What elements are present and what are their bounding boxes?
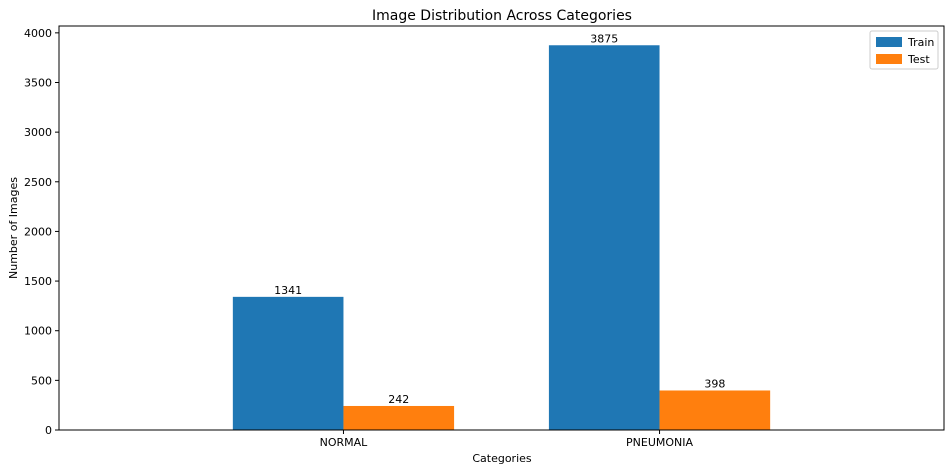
bar-train-normal	[232, 296, 344, 430]
bar-test-pneumonia	[659, 390, 771, 430]
y-tick-label: 1500	[24, 275, 52, 288]
legend-label-test: Test	[907, 53, 930, 66]
chart-title: Image Distribution Across Categories	[372, 8, 632, 24]
y-tick-label: 500	[31, 374, 52, 387]
data-label-train-normal: 1341	[274, 284, 302, 297]
legend-swatch-train	[876, 37, 902, 47]
plot-area: 1341 242 NORMAL 3875 398 PNEUMONIA 0 500 1000 150…	[24, 25, 945, 449]
data-label-test-normal: 242	[388, 393, 409, 406]
y-tick-label: 4000	[24, 27, 52, 40]
y-tick-label: 3000	[24, 126, 52, 139]
y-tick-label: 2000	[24, 225, 52, 238]
legend: Train Test	[869, 30, 939, 70]
data-label-train-pneumonia: 3875	[590, 32, 618, 45]
y-tick-label: 1000	[24, 325, 52, 338]
y-axis-label: Number of Images	[7, 177, 20, 279]
axes-frame	[58, 25, 945, 431]
y-tick-label: 3500	[24, 76, 52, 89]
bar-train-pneumonia	[548, 45, 660, 431]
data-label-test-pneumonia: 398	[704, 377, 725, 390]
y-tick-label: 0	[45, 424, 52, 437]
x-tick-label-pneumonia: PNEUMONIA	[626, 436, 693, 449]
x-axis-label: Categories	[472, 452, 532, 465]
bar-test-normal	[343, 405, 455, 430]
legend-label-train: Train	[907, 36, 934, 49]
legend-swatch-test	[876, 54, 902, 64]
x-tick-label-normal: NORMAL	[320, 436, 369, 449]
y-tick-label: 2500	[24, 176, 52, 189]
